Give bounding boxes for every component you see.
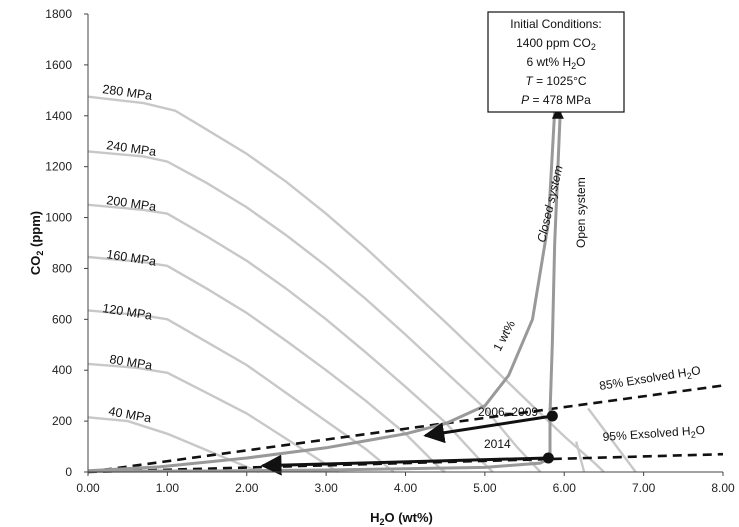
eruption-label-2006-2009: 2006–2009 [478, 405, 538, 419]
isobar-curve [87, 255, 446, 474]
isobar-curves [87, 95, 637, 474]
initial-conditions-box: Initial Conditions: 1400 ppm CO2 6 wt% H… [487, 11, 625, 113]
isobar-label: 80 MPa [109, 352, 154, 373]
y-tick-label: 1000 [45, 211, 72, 225]
isobar-curve [87, 150, 542, 473]
ic-h2o: 6 wt% H2O [526, 55, 585, 71]
exsolved-95-label: 95% Exsolved H2O [602, 423, 705, 446]
y-tick-label: 800 [52, 261, 72, 275]
eruption-point [546, 410, 558, 422]
x-ticks: 0.00 1.00 2.00 3.00 4.00 5.00 6.00 7.00 8.00 [76, 472, 735, 495]
axes [87, 14, 723, 473]
x-tick-label: 4.00 [394, 481, 418, 495]
initial-conditions-frame [487, 11, 625, 113]
ic-temperature: T = 1025°C [525, 74, 587, 88]
exsolved-line [87, 384, 724, 474]
eruption-arrow [260, 454, 549, 476]
eruption-arrows [260, 414, 553, 476]
eruption-arrow [423, 414, 553, 444]
y-ticks: 0 200 400 600 800 1000 1200 1400 1600 1800 [45, 7, 88, 479]
x-tick-label: 0.00 [76, 481, 100, 495]
isobar-curve [575, 441, 586, 473]
y-tick-label: 1400 [45, 109, 72, 123]
isobar-label: 200 MPa [106, 193, 158, 214]
y-tick-label: 200 [52, 414, 72, 428]
one-wt-label: 1 wt% [490, 318, 518, 354]
x-tick-label: 2.00 [235, 481, 259, 495]
eruption-label-2014: 2014 [484, 437, 511, 451]
isobar-curve [87, 309, 395, 473]
x-axis-title: H2O (wt%) [370, 510, 433, 527]
closed-system-label: Closed system [534, 164, 565, 244]
x-tick-label: 7.00 [632, 481, 656, 495]
y-tick-label: 0 [65, 465, 72, 479]
y-axis-title: CO2 (ppm) [28, 211, 45, 275]
isobar-label: 280 MPa [102, 82, 154, 103]
x-tick-label: 5.00 [473, 481, 497, 495]
isobar-label: 120 MPa [102, 301, 154, 323]
y-tick-label: 1600 [45, 58, 72, 72]
eruption-point [542, 452, 554, 464]
x-tick-label: 1.00 [156, 481, 180, 495]
isobar-curve [587, 407, 637, 473]
y-tick-label: 1200 [45, 160, 72, 174]
isobar-labels: 280 MPa 240 MPa 200 MPa 160 MPa 120 MPa 80 MP… [102, 82, 158, 425]
ic-co2: 1400 ppm CO2 [516, 36, 596, 52]
x-tick-label: 8.00 [711, 481, 735, 495]
isobar-curve [87, 362, 339, 474]
ic-title: Initial Conditions: [510, 17, 601, 31]
ic-pressure: P = 478 MPa [521, 93, 591, 107]
y-tick-label: 600 [52, 312, 72, 326]
initial-point-marker [551, 106, 564, 119]
x-tick-label: 6.00 [553, 481, 577, 495]
y-tick-label: 1800 [45, 7, 72, 21]
isobar-curve [87, 203, 494, 473]
isobar-curve [87, 416, 260, 474]
isobar-label: 160 MPa [106, 247, 158, 269]
x-tick-label: 3.00 [314, 481, 338, 495]
y-tick-label: 400 [52, 363, 72, 377]
isobar-label: 240 MPa [106, 138, 158, 159]
open-system-label: Open system [574, 177, 588, 248]
eruption-points [542, 410, 558, 464]
